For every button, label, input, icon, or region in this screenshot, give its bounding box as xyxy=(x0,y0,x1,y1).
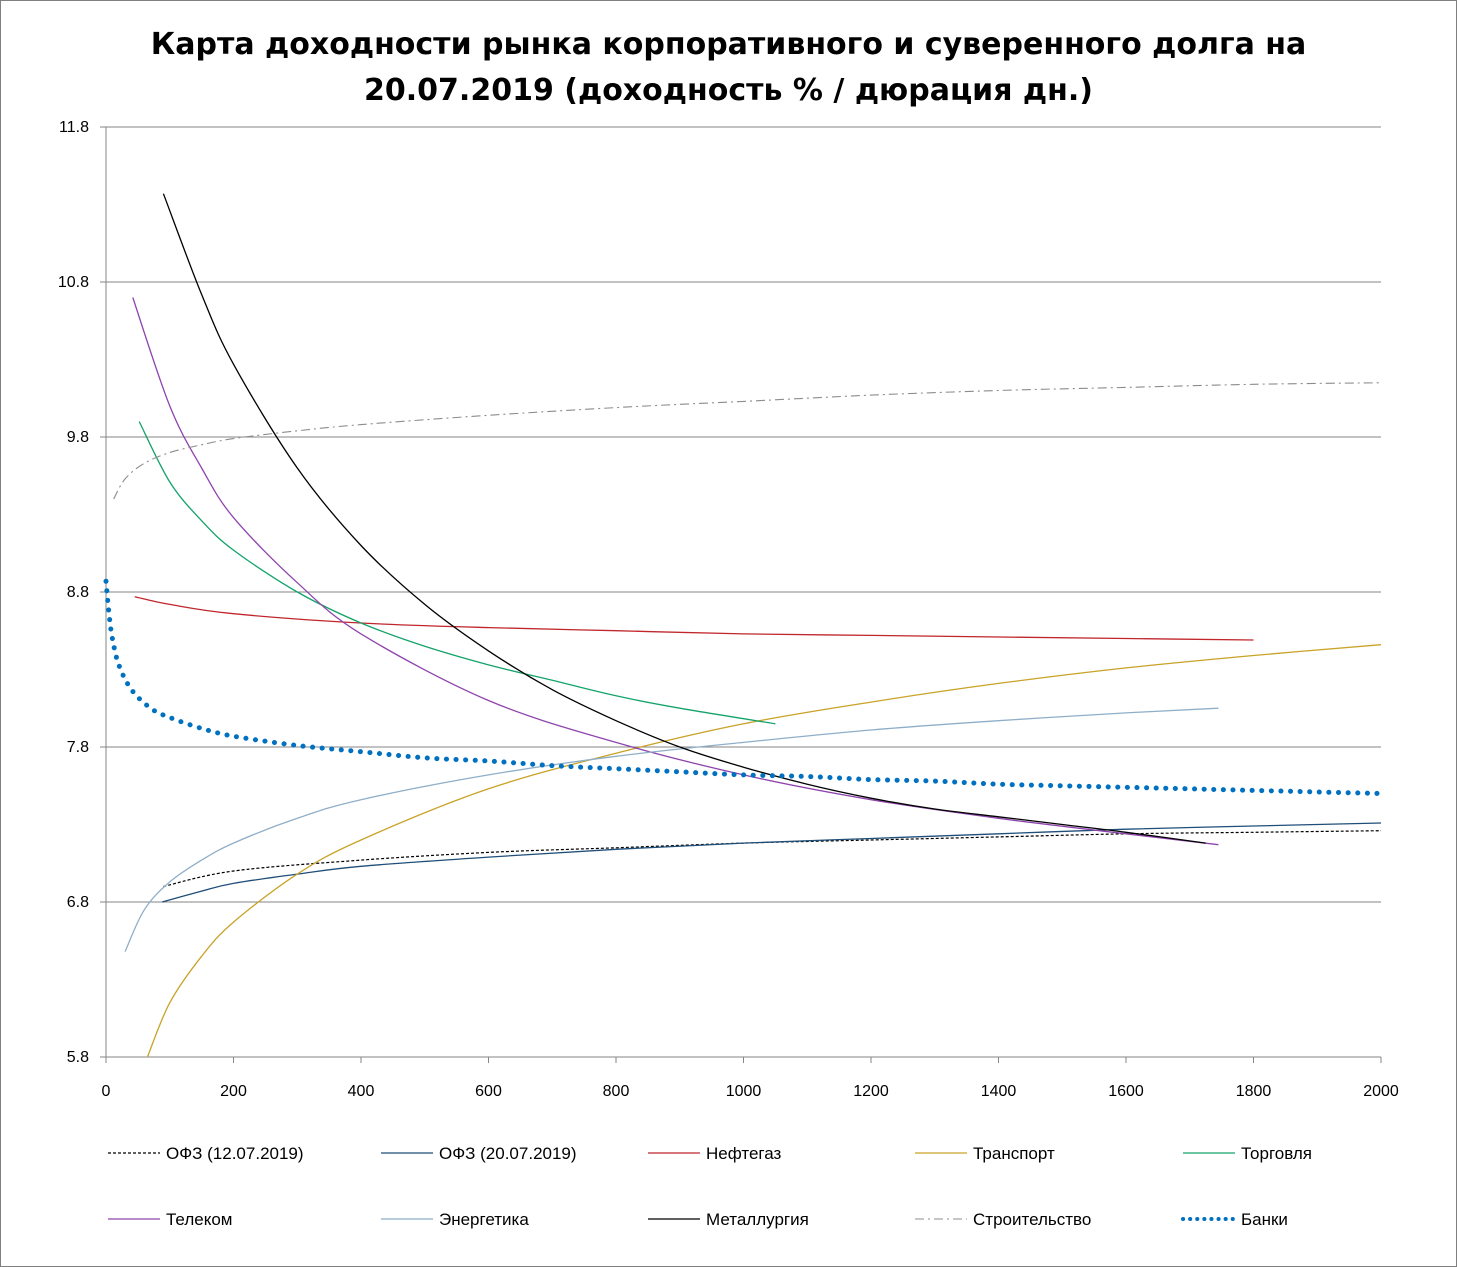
chart-title-line-1: Карта доходности рынка корпоративного и … xyxy=(150,27,1307,62)
x-tick-label: 0 xyxy=(102,1083,111,1100)
legend-label-3: Нефтегаз xyxy=(706,1144,781,1163)
series-line-6 xyxy=(132,297,1219,846)
legend-label-1: ОФЗ (12.07.2019) xyxy=(166,1144,304,1163)
legend-label-7: Энергетика xyxy=(439,1210,529,1229)
series-layer xyxy=(103,193,1384,1058)
y-tick-label: 11.8 xyxy=(59,119,89,136)
series-line-4 xyxy=(146,644,1382,1058)
y-tick-label: 10.8 xyxy=(58,274,89,291)
x-tick-label: 200 xyxy=(220,1083,247,1100)
legend-label-2: ОФЗ (20.07.2019) xyxy=(439,1144,577,1163)
x-tick-label: 400 xyxy=(348,1083,375,1100)
x-tick-label: 800 xyxy=(603,1083,630,1100)
series-line-1 xyxy=(163,830,1382,888)
chart-title: Карта доходности рынка корпоративного и … xyxy=(0,22,1457,114)
legend: ОФЗ (12.07.2019) ОФЗ (20.07.2019) Нефтегаз… xyxy=(108,1144,1312,1229)
series-line-10 xyxy=(103,578,1384,796)
axis-layer: 5.8 6.8 7.8 8.8 9.8 10.8 11.8 0 200 400 600 800 1000… xyxy=(58,119,1399,1100)
series-line-7 xyxy=(124,707,1219,952)
series-line-8 xyxy=(162,193,1206,844)
legend-label-6: Телеком xyxy=(166,1210,232,1229)
x-tick-label: 1800 xyxy=(1236,1083,1272,1100)
x-tick-label: 1000 xyxy=(726,1083,762,1100)
x-tick-label: 1600 xyxy=(1108,1083,1144,1100)
series-line-5 xyxy=(138,421,776,725)
x-tick-label: 2000 xyxy=(1363,1083,1399,1100)
y-tick-label: 5.8 xyxy=(67,1049,89,1066)
x-tick-label: 1200 xyxy=(853,1083,889,1100)
legend-label-9: Строительство xyxy=(973,1210,1091,1229)
x-tick-label: 1400 xyxy=(981,1083,1017,1100)
series-line-3 xyxy=(134,596,1254,641)
series-line-2 xyxy=(161,822,1382,903)
x-tick-label: 600 xyxy=(475,1083,502,1100)
chart-title-line-2: 20.07.2019 (доходность % / дюрация дн.) xyxy=(364,73,1093,108)
grid-layer xyxy=(106,126,1381,903)
y-tick-label: 7.8 xyxy=(67,739,89,756)
y-tick-label: 6.8 xyxy=(67,894,89,911)
legend-label-4: Транспорт xyxy=(973,1144,1055,1163)
legend-label-10: Банки xyxy=(1241,1210,1288,1229)
legend-label-5: Торговля xyxy=(1241,1144,1312,1163)
series-line-9 xyxy=(113,382,1382,500)
y-tick-label: 8.8 xyxy=(67,584,89,601)
y-tick-label: 9.8 xyxy=(67,429,89,446)
legend-label-8: Металлургия xyxy=(706,1210,809,1229)
